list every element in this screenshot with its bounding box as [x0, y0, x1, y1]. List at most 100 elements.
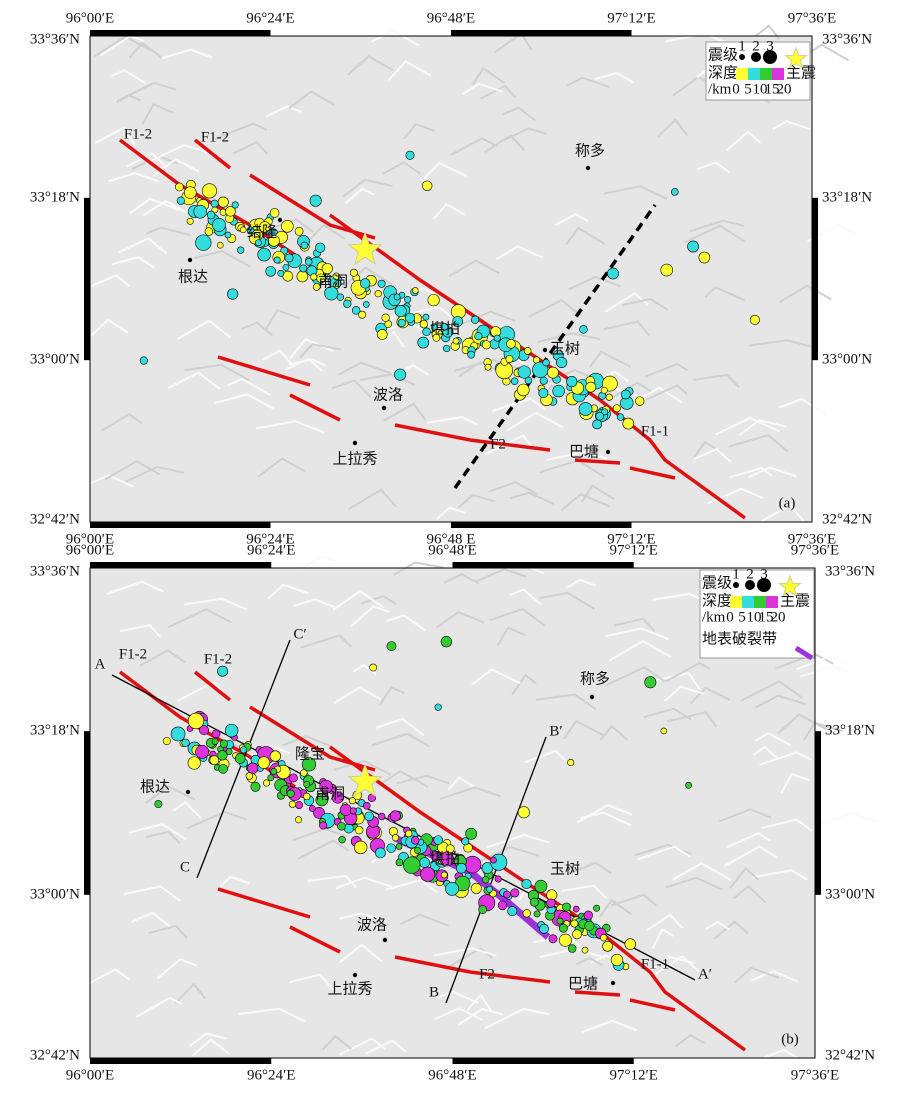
bottom-axis-label: 97°12′E — [610, 1067, 658, 1083]
place-label: 堪拍 — [430, 320, 460, 337]
left-axis-label: 33°18′N — [30, 189, 80, 205]
right-axis-label: 33°00′N — [822, 352, 872, 368]
earthquake — [195, 235, 211, 251]
earthquake — [635, 397, 644, 406]
place-label: 上拉秀 — [327, 980, 372, 997]
place-label: 称多 — [575, 142, 605, 159]
relief — [303, 557, 338, 569]
earthquake — [559, 924, 567, 932]
earthquake — [471, 316, 479, 324]
earthquake — [566, 376, 577, 387]
earthquake — [453, 338, 459, 344]
frame-bar — [90, 562, 271, 568]
earthquake — [187, 218, 193, 224]
top-axis-label: 96°00′E — [66, 542, 114, 558]
earthquake — [377, 329, 387, 339]
left-axis-label: 32°42′N — [30, 1047, 80, 1063]
fault-label: F1-2 — [201, 129, 229, 145]
earthquake — [445, 882, 458, 895]
profile-label: B — [429, 984, 439, 1000]
legend-label: 0 — [732, 81, 740, 97]
right-axis-label: 32°42′N — [822, 511, 872, 527]
right-axis-label: 33°18′N — [825, 723, 875, 739]
earthquake — [556, 357, 567, 368]
earthquake — [289, 801, 296, 808]
earthquake — [443, 345, 450, 352]
frame-bar — [84, 198, 90, 360]
earthquake — [278, 270, 284, 276]
profile-label: A — [95, 656, 106, 672]
earthquake — [621, 390, 630, 399]
legend-label: 5 — [744, 81, 752, 97]
earthquake — [494, 335, 500, 341]
legend-label: 0 — [726, 609, 734, 625]
place-label: 称多 — [580, 670, 610, 687]
earthquake — [462, 838, 469, 845]
place-dot — [543, 348, 547, 352]
earthquake — [363, 802, 370, 809]
legend-label: 20 — [771, 609, 786, 625]
earthquake — [543, 359, 550, 366]
earthquake — [184, 187, 196, 199]
earthquake — [414, 847, 420, 853]
earthquake — [406, 151, 414, 159]
place-label: 巴塘 — [569, 443, 599, 460]
legend-swatch — [736, 68, 748, 80]
earthquake — [177, 197, 185, 205]
earthquake — [485, 364, 491, 370]
legend-label: 2 — [746, 566, 754, 582]
legend-swatch — [742, 596, 754, 608]
earthquake — [405, 313, 414, 322]
right-axis-label: 33°36′N — [825, 563, 875, 579]
earthquake — [319, 822, 326, 829]
place-label: 巴塘 — [568, 975, 598, 992]
earthquake — [645, 677, 656, 688]
earthquake — [553, 385, 565, 397]
earthquake — [289, 774, 297, 782]
frame-bar — [453, 1058, 634, 1064]
earthquake — [568, 945, 576, 953]
earthquake — [196, 745, 209, 758]
earthquake — [572, 930, 581, 939]
profile-label: C′ — [293, 626, 306, 642]
earthquake — [607, 268, 618, 279]
earthquake — [420, 858, 430, 868]
earthquake — [482, 341, 490, 349]
earthquake — [549, 935, 557, 943]
top-axis-label: 96°00′E — [66, 10, 114, 26]
frame-bar — [451, 30, 632, 36]
place-label: 甫洞 — [315, 785, 345, 802]
fault-label: F1-2 — [204, 651, 232, 667]
earthquake — [601, 387, 607, 393]
earthquake — [571, 920, 578, 927]
top-axis-label: 96°24′E — [247, 542, 295, 558]
legend-swatch — [730, 596, 742, 608]
earthquake — [171, 727, 185, 741]
earthquake — [305, 258, 312, 265]
earthquake — [585, 921, 595, 931]
earthquake — [263, 780, 269, 786]
earthquake — [596, 412, 604, 420]
earthquake — [661, 728, 667, 734]
legend-title: /km — [708, 81, 732, 97]
earthquake — [211, 200, 218, 207]
top-axis-label: 97°36′E — [791, 542, 839, 558]
earthquake — [258, 248, 271, 261]
earthquake — [392, 834, 399, 841]
top-axis-label: 96°24′E — [246, 10, 294, 26]
earthquake — [394, 369, 405, 380]
fault-label: F2 — [490, 436, 506, 452]
earthquake — [301, 242, 308, 249]
earthquake — [405, 830, 412, 837]
earthquake — [412, 287, 418, 293]
earthquake — [593, 420, 602, 429]
earthquake — [507, 339, 516, 348]
earthquake — [283, 264, 289, 270]
earthquake — [503, 891, 510, 898]
place-dot — [188, 258, 192, 262]
earthquake — [539, 924, 548, 933]
legend-swatch — [772, 68, 784, 80]
earthquake — [441, 872, 447, 878]
frame-bar — [453, 562, 634, 568]
earthquake — [579, 325, 587, 333]
